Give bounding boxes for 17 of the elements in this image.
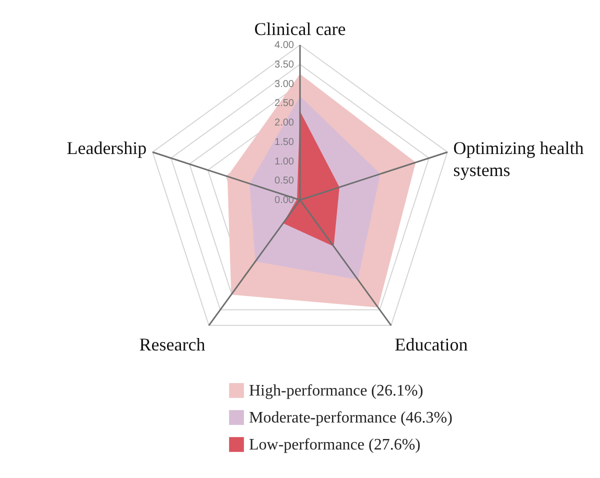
legend-label: High-performance (26.1%) — [249, 382, 424, 400]
spoke-label: Education — [394, 334, 468, 354]
y-tick-label: 4.00 — [274, 40, 294, 51]
legend-label: Moderate-performance (46.3%) — [249, 410, 452, 426]
y-tick-label: 2.00 — [274, 118, 294, 128]
spoke-label: Leadership — [66, 138, 147, 158]
spoke-label: Clinical care — [254, 18, 346, 39]
legend-label: Low-performance (27.6%) — [249, 436, 420, 454]
y-tick-label: 2.50 — [274, 98, 294, 110]
y-tick-label: 3.50 — [274, 59, 294, 70]
y-tick-label: 1.50 — [274, 136, 294, 148]
y-tick-label: 1.00 — [274, 156, 294, 168]
spoke-label: Research — [139, 334, 206, 354]
y-tick-label: 0.50 — [274, 176, 294, 187]
y-tick-label: 0.00 — [274, 195, 294, 206]
spoke-label: Optimizing health systems — [453, 138, 584, 180]
y-tick-label: 3.00 — [274, 78, 294, 90]
